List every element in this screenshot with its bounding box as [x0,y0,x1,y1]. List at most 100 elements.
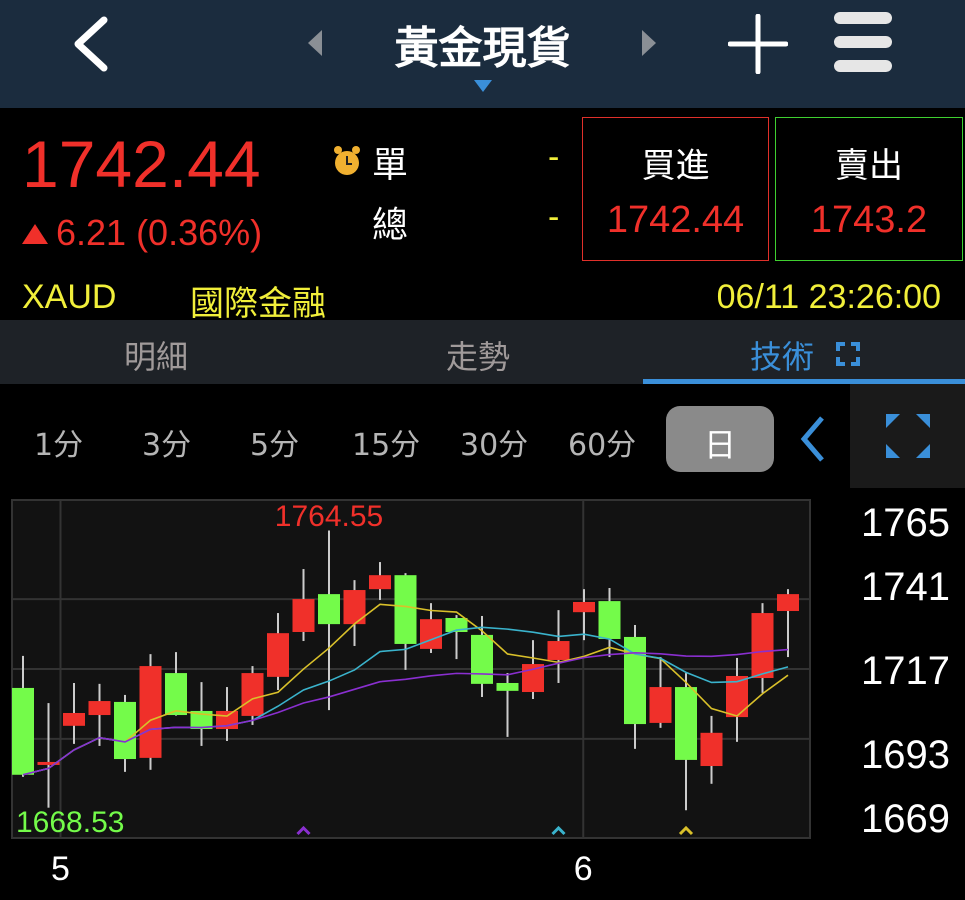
add-plus-icon[interactable] [728,14,788,74]
candle-body [598,601,621,639]
candle-body [267,633,289,677]
candle-body [318,594,340,625]
period-60min[interactable]: 60分 [568,428,637,463]
candle-body [241,673,264,716]
page-title[interactable]: 黃金現貨 [394,23,571,74]
period-1min[interactable]: 1分 [34,428,84,463]
candle-body [624,636,646,725]
candle [675,673,697,811]
candle-body [700,732,723,767]
single-volume-label: 單 [372,145,409,186]
candle [624,625,646,749]
candle-body [114,701,136,760]
candle [598,587,621,658]
candle-body [471,634,493,684]
signal-marker [551,825,566,836]
candle [318,530,340,711]
back-chevron-left-icon[interactable] [68,14,112,74]
candle [700,715,723,784]
candle [777,589,799,658]
next-triangle-right-icon[interactable] [640,28,660,58]
buy-label: 買進 [641,146,710,186]
min-price-label: 1668.53 [16,806,124,839]
candle-body [292,599,315,632]
candle [369,562,391,600]
candle-body [751,613,774,679]
tab-detail[interactable]: 明細 [124,338,189,376]
tab-trend[interactable]: 走勢 [446,338,511,376]
fullscreen-button[interactable] [850,384,965,488]
price-change: 6.21 (0.36%) [56,212,263,253]
top-bar: 黃金現貨 [0,0,965,108]
candle-body [394,575,417,644]
candle [37,703,60,808]
market-category: 國際金融 [190,284,326,324]
last-price: 1742.44 [22,127,261,201]
dropdown-triangle-down-icon[interactable] [472,78,494,94]
period-day[interactable]: 日 [666,406,774,472]
candle [63,682,85,744]
total-volume-label: 總 [372,205,409,246]
single-volume-value: - [548,138,560,176]
up-triangle-icon [22,224,48,244]
candle-body [343,590,366,625]
candle-body [547,641,570,660]
candle [726,657,748,742]
y-axis-label: 1717 [861,649,950,693]
candle-body [12,687,34,775]
ask-price: 1743.2 [810,199,928,241]
candle [445,615,468,660]
candle-body [139,666,162,758]
candle-body [445,618,468,632]
alarm-clock-icon[interactable] [332,144,362,178]
prev-triangle-left-icon[interactable] [304,28,324,58]
tab-bar: 明細 走勢 技術 [0,320,965,384]
candle [394,573,417,670]
period-15min[interactable]: 15分 [352,428,421,463]
candle-body [496,682,519,691]
candle [751,603,774,693]
bid-price: 1742.44 [606,199,745,241]
candle-body [37,761,60,765]
total-volume-value: - [548,198,560,236]
period-30min[interactable]: 30分 [460,428,529,463]
buy-button[interactable]: 買進 1742.44 [582,117,769,261]
candle [12,655,34,777]
candle [649,657,672,728]
candle-body [777,594,799,612]
period-selector: 1分 3分 5分 15分 30分 60分 日 [0,384,965,488]
candle [114,694,136,772]
candle-body [63,712,85,726]
period-3min[interactable]: 3分 [142,428,192,463]
period-5min[interactable]: 5分 [250,428,300,463]
max-price-label: 1764.55 [275,500,383,533]
sell-button[interactable]: 賣出 1743.2 [775,117,963,261]
ma-20-line [22,648,789,776]
candle [292,569,315,642]
candle-body [369,575,391,590]
candle [241,666,264,725]
symbol-code: XAUD [22,278,117,316]
y-axis-label: 1669 [861,797,950,841]
sell-label: 賣出 [835,146,903,186]
candlestick-chart[interactable]: 5 6 1765 1741 1717 1693 1669 1764.55 1668.53 [0,488,965,900]
signal-marker [678,825,694,836]
tab-technical[interactable]: 技術 [750,338,815,376]
candle-body [573,601,595,613]
candle-body [649,687,672,723]
scroll-left-chevron-icon[interactable] [796,414,830,464]
active-tab-indicator [643,379,965,384]
quote-datetime: 06/11 23:26:00 [716,278,941,316]
candle-body [675,687,697,760]
expand-icon[interactable] [836,342,860,366]
candle [573,589,595,641]
menu-hamburger-icon[interactable] [832,10,894,72]
candle-body [420,619,442,649]
candle-body [190,710,213,730]
candle [547,610,570,683]
candle-body [726,675,748,718]
y-axis-label: 1765 [861,501,950,545]
y-axis-label: 1741 [861,565,950,609]
y-axis-label: 1693 [861,733,950,777]
candle [343,580,366,646]
